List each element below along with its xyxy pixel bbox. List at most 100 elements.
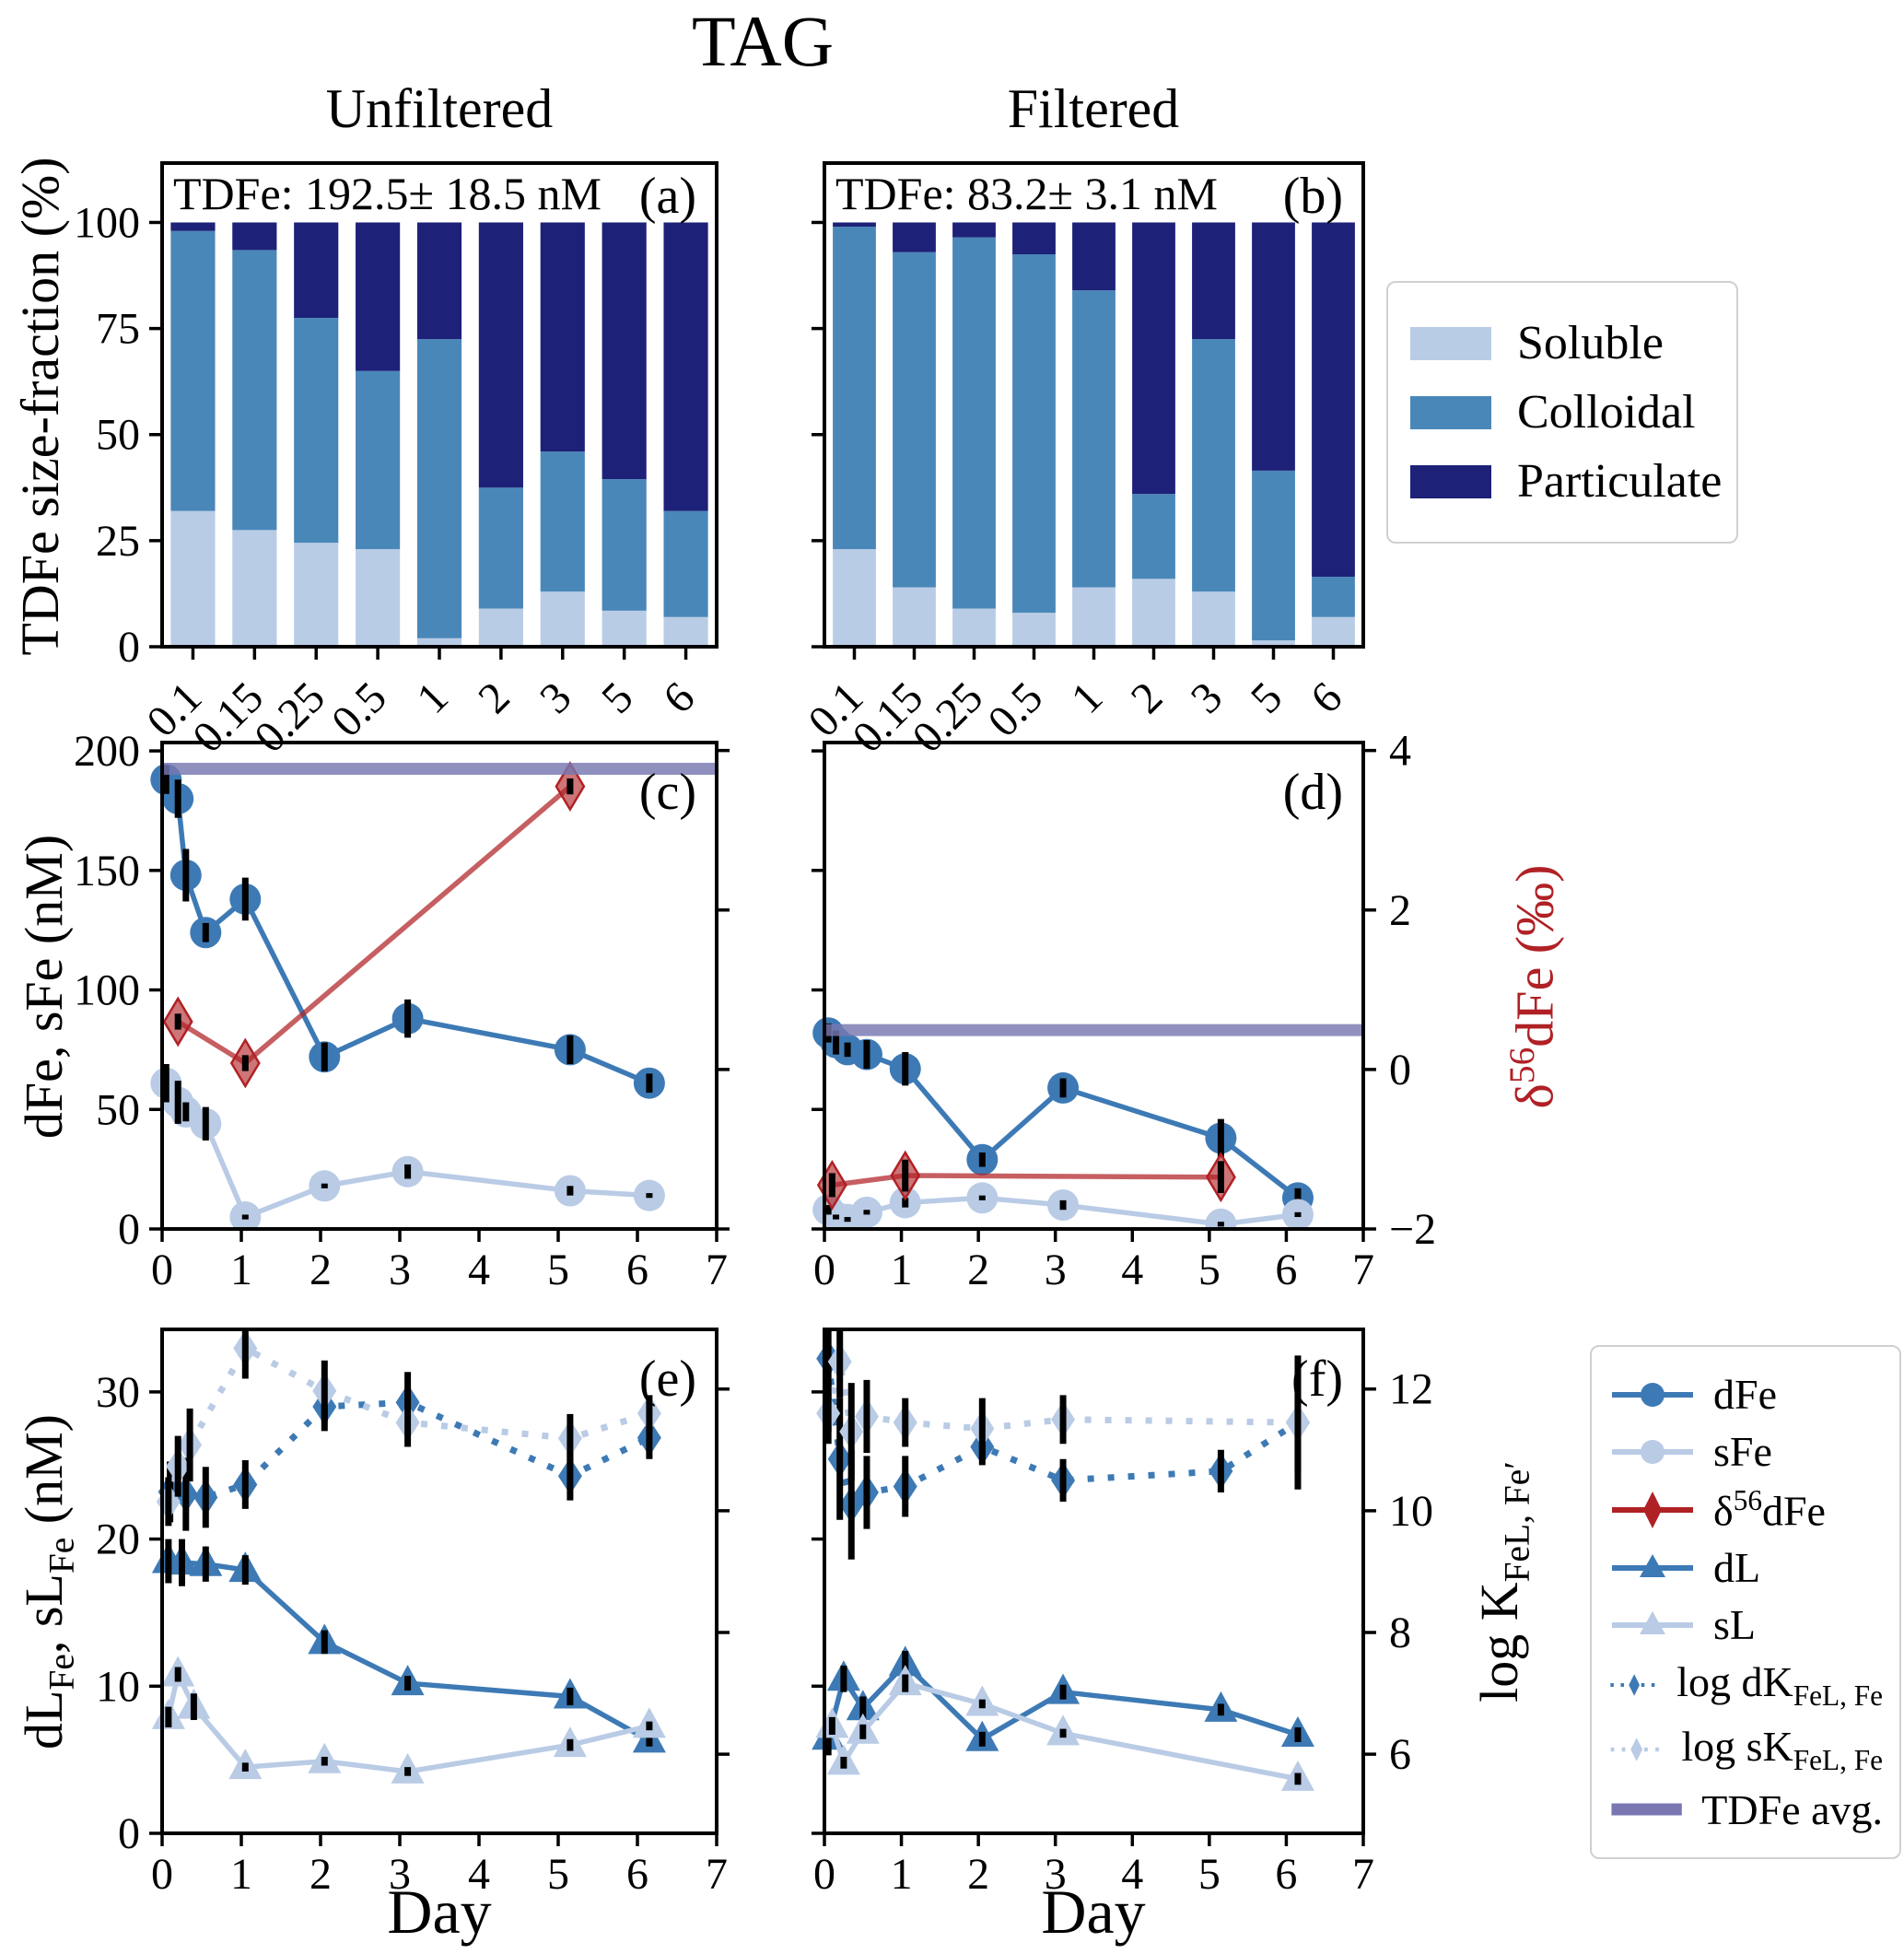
ytick-label-left: 0: [118, 1809, 140, 1858]
bar-particulate-0.5: [356, 222, 401, 371]
xtick-label: 0.25: [245, 673, 334, 762]
ytick-label-left: 200: [74, 727, 140, 776]
ytick-label: 0: [118, 623, 140, 672]
legend-label: log dKFeL, Fe: [1676, 1658, 1883, 1713]
bar-soluble-3: [540, 591, 585, 647]
bar-particulate-5: [602, 222, 647, 480]
series-dFe: [812, 1017, 1314, 1214]
bar-soluble-0.15: [893, 587, 936, 647]
bar-soluble-0.25: [952, 608, 996, 647]
bar-colloidal-0.1: [833, 227, 876, 550]
column-header-unfiltered: Unfiltered: [325, 78, 554, 139]
panel-d-border: [823, 741, 1365, 1231]
xtick-label: 5: [547, 1246, 569, 1294]
xtick-label: 6: [1275, 1246, 1297, 1294]
xtick-label: 5: [1198, 1850, 1221, 1899]
legend-label: Colloidal: [1517, 386, 1696, 439]
bar-particulate-0.1: [170, 222, 216, 231]
legend-series: dFe sFe δ56dFe dL sL log dKFeL, Fe log sKFeL, …: [1590, 1345, 1901, 1859]
xtick-label: 6: [1302, 673, 1351, 722]
ytick-label-left: 150: [74, 847, 140, 895]
xtick-label: 0: [151, 1246, 173, 1294]
legend-item-log-sK: log sKFeL, Fe: [1608, 1722, 1883, 1777]
legend-size-fractions: Soluble Colloidal Particulate: [1386, 281, 1738, 544]
series-log-sK: [816, 1328, 1310, 1480]
bar-colloidal-2: [1132, 494, 1175, 579]
panel-b-bars: [833, 222, 1355, 647]
xtick-label: 3: [389, 1246, 411, 1294]
panel-b-border: [823, 161, 1365, 649]
bar-colloidal-0.5: [1012, 254, 1056, 614]
ytick-label-left: 10: [96, 1662, 140, 1711]
legend-item-sFe: sFe: [1608, 1427, 1883, 1476]
bar-particulate-3: [1192, 222, 1235, 340]
legend-item-sL: sL: [1608, 1600, 1883, 1649]
xlabel-day-right: Day: [1041, 1877, 1146, 1947]
bar-particulate-0.5: [1012, 222, 1056, 255]
xtick-label: 3: [1045, 1850, 1067, 1899]
bar-colloidal-0.15: [232, 250, 277, 531]
legend-sample-log-dK: [1610, 1674, 1658, 1697]
xtick-label: 4: [468, 1850, 490, 1899]
bar-particulate-2: [1132, 222, 1175, 495]
xtick-label: 0: [151, 1850, 173, 1899]
xtick-label: 3: [531, 673, 580, 722]
ytick-label-right: −2: [1389, 1205, 1436, 1254]
bar-soluble-5: [1252, 640, 1295, 647]
ytick-label-right: 6: [1389, 1730, 1411, 1779]
panel-a-letter: (a): [639, 168, 696, 225]
legend-sample-delta56dFe: [1612, 1491, 1693, 1528]
xtick-label: 0.5: [978, 673, 1052, 746]
bar-particulate-1: [1072, 222, 1116, 291]
panel-f-border: [823, 1328, 1365, 1835]
legend-label: dL: [1713, 1544, 1761, 1592]
panel-e-series-layer: [151, 1328, 666, 1784]
ytick-label-left: 50: [96, 1085, 140, 1134]
bar-colloidal-6: [1312, 577, 1355, 617]
ytick-label-right: 2: [1389, 886, 1411, 935]
bar-particulate-3: [540, 222, 585, 452]
bar-soluble-6: [1312, 616, 1355, 647]
panel-e-border: [160, 1328, 718, 1835]
series-log-sK: [156, 1328, 661, 1527]
legend-item-log-dK: log dKFeL, Fe: [1608, 1657, 1883, 1713]
xtick-label: 5: [592, 673, 642, 722]
bar-particulate-0.25: [294, 222, 339, 319]
panel-d: 0 1 2 3 4 5 6 7 −2 0 2 4 (d): [812, 727, 1436, 1294]
bar-soluble-5: [602, 610, 647, 647]
bar-colloidal-2: [478, 487, 523, 609]
bar-soluble-0.1: [833, 549, 876, 647]
series-dFe: [150, 764, 665, 1099]
xtick-label: 3: [1045, 1246, 1067, 1294]
panel-b-letter: (b): [1283, 168, 1343, 225]
bar-soluble-3: [1192, 591, 1235, 647]
ytick-label-right: 4: [1389, 727, 1411, 776]
ytick-label-left: 30: [96, 1368, 140, 1417]
bar-particulate-5: [1252, 222, 1295, 471]
bar-colloidal-5: [602, 479, 647, 611]
xtick-label: 4: [1121, 1246, 1143, 1294]
series-delta56dFe: [162, 761, 586, 1089]
legend-item-dL: dL: [1608, 1543, 1883, 1592]
xtick-label: 5: [547, 1850, 569, 1899]
panel-b-annotation: TDFe: 83.2± 3.1 nM: [835, 168, 1218, 219]
xtick-label: 1: [1062, 673, 1112, 722]
legend-item-soluble: Soluble: [1410, 316, 1714, 370]
xtick-label: 6: [1275, 1850, 1297, 1899]
panel-a-border: [160, 161, 718, 649]
legend-sample-dL: [1612, 1553, 1693, 1577]
xtick-label: 4: [468, 1246, 490, 1294]
panel-c-border: [160, 741, 718, 1231]
bar-colloidal-0.25: [952, 237, 996, 609]
ytick-label: 25: [96, 517, 140, 566]
panel-f-series-layer: [812, 1328, 1314, 1791]
bar-colloidal-1: [416, 339, 462, 638]
legend-label: δ56dFe: [1713, 1484, 1826, 1535]
legend-item-dFe: dFe: [1608, 1370, 1883, 1419]
ytick-label: 50: [96, 411, 140, 460]
legend-item-delta56dFe: δ56dFe: [1608, 1484, 1883, 1535]
legend-label: dFe: [1713, 1371, 1777, 1418]
series-sL: [815, 1665, 1314, 1791]
bar-soluble-1: [416, 638, 462, 647]
